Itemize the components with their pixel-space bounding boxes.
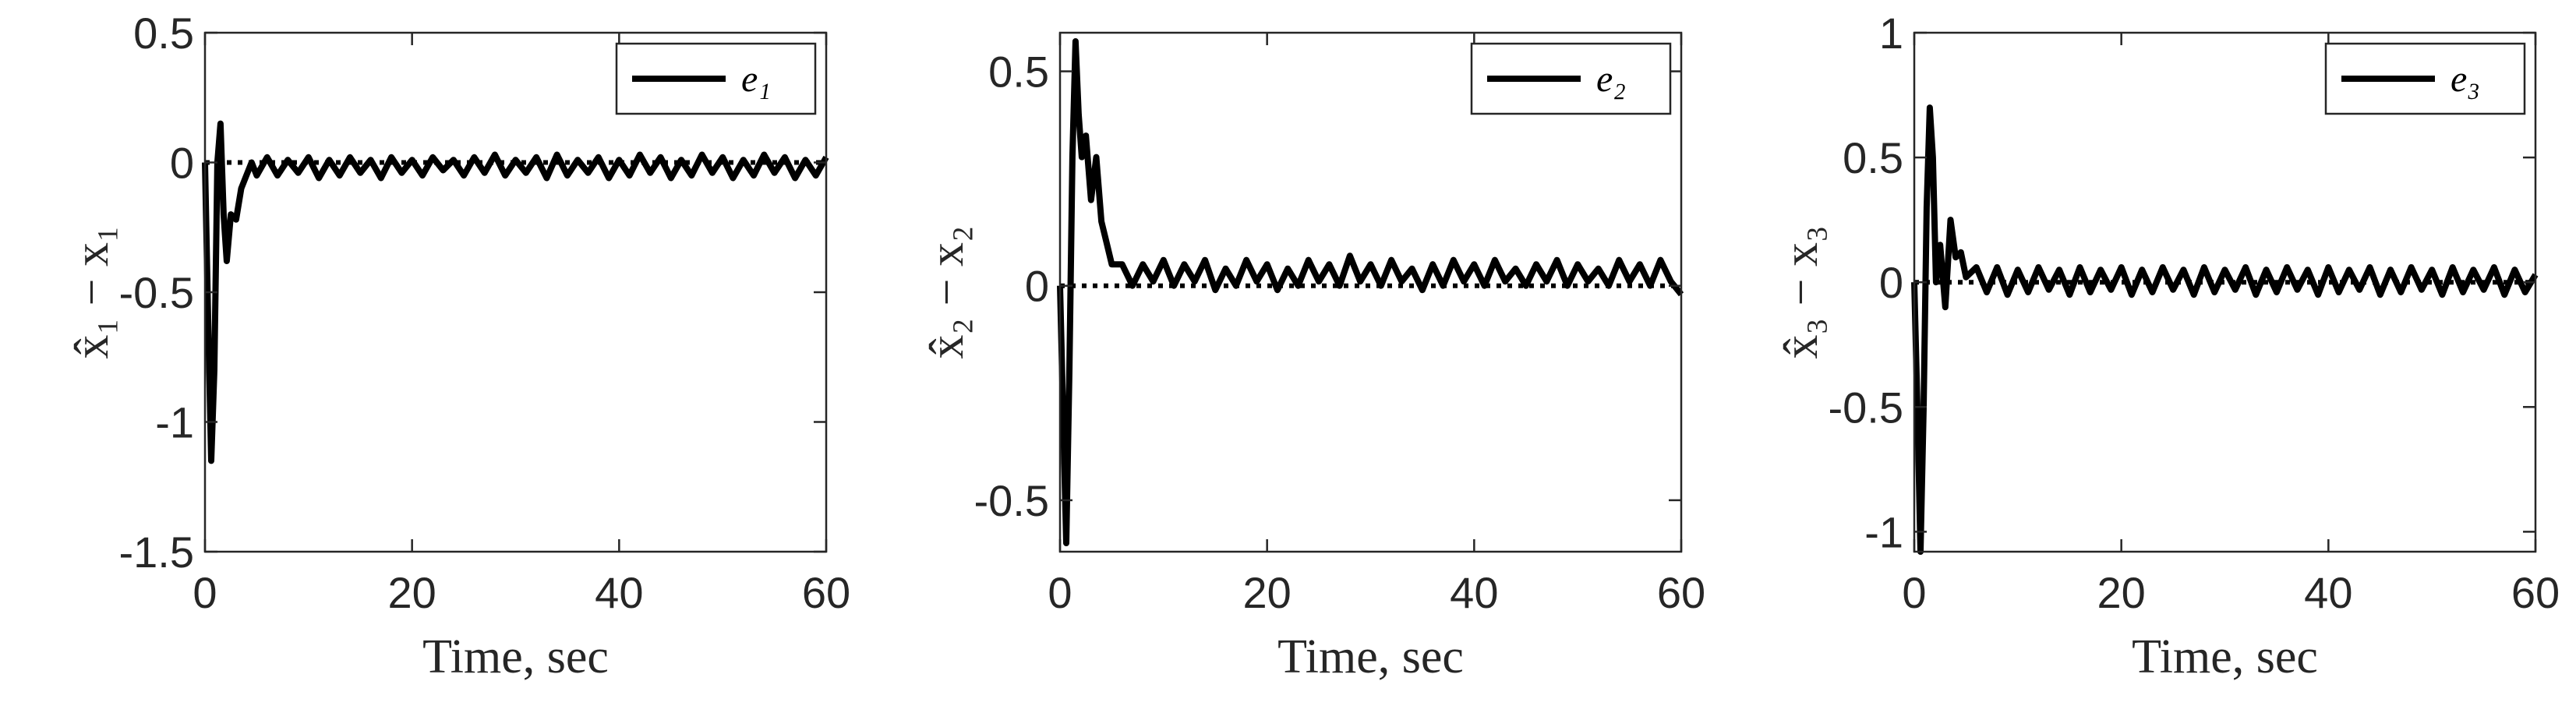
y-tick-label: 0.5 (988, 48, 1049, 97)
y-axis-label: x̂₃ − x₃ (1775, 225, 1828, 358)
data-line (202, 120, 829, 464)
legend-label: e₂ (1596, 58, 1626, 100)
x-tick-label: 40 (2304, 568, 2352, 617)
y-tick-label: 0 (1879, 258, 1903, 307)
x-tick-label: 20 (388, 568, 436, 617)
x-tick-label: 60 (1657, 568, 1705, 617)
legend-label: e₃ (2451, 58, 2480, 100)
y-axis-label: x̂₁ − x₁ (65, 225, 118, 358)
plot-area (1914, 33, 2535, 552)
x-tick-label: 20 (2097, 568, 2146, 617)
y-tick-label: -1 (1864, 507, 1903, 556)
x-tick-label: 60 (2511, 568, 2560, 617)
legend-label: e₁ (741, 58, 771, 100)
x-tick-label: 0 (1048, 568, 1072, 617)
plot-area (1060, 33, 1681, 552)
y-tick-label: 0 (170, 139, 194, 188)
x-axis-label: Time, sec (422, 630, 609, 683)
data-line (1911, 104, 2539, 555)
x-tick-label: 60 (802, 568, 850, 617)
x-axis-label: Time, sec (1277, 630, 1464, 683)
y-tick-label: 0.5 (133, 9, 194, 58)
y-tick-label: -0.5 (974, 476, 1050, 525)
y-tick-label: -0.5 (1829, 383, 1904, 432)
y-axis-label: x̂₂ − x₂ (921, 225, 974, 358)
y-tick-label: -1.5 (119, 528, 195, 577)
subplot: -0.5 0 0.5 0 20 40 60 Time, sec x̂₂ − x₂ e₂ (921, 31, 1705, 683)
y-tick-label: 1 (1879, 9, 1903, 58)
axes-frame (1913, 31, 2537, 553)
y-tick-label: 0.5 (1843, 133, 1903, 182)
plot-area (205, 33, 826, 552)
data-line (1057, 38, 1684, 546)
x-tick-label: 40 (1450, 568, 1498, 617)
subplot: -1.5 -1 -0.5 0 0.5 0 20 40 60 Time, sec x̂₁ − x₁ e₁ (65, 9, 850, 683)
y-tick-label: 0 (1025, 262, 1049, 311)
subplot: -1 -0.5 0 0.5 1 0 20 40 60 Time, sec x̂₃ − x₃ e₃ (1775, 9, 2560, 683)
x-tick-label: 40 (595, 568, 643, 617)
y-tick-label: -0.5 (119, 268, 195, 317)
x-tick-label: 20 (1243, 568, 1292, 617)
axes-frame (1058, 31, 1683, 553)
x-tick-label: 0 (1902, 568, 1926, 617)
x-tick-label: 0 (193, 568, 217, 617)
x-axis-label: Time, sec (2132, 630, 2318, 683)
y-tick-label: -1 (155, 398, 194, 447)
